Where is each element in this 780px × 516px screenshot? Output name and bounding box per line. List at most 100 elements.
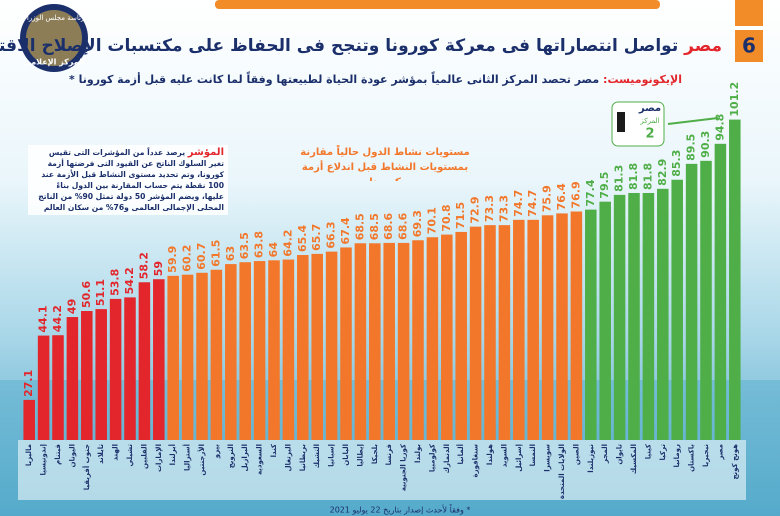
x-tick-label: مصر — [716, 444, 724, 461]
x-tick-label: النمسا — [529, 444, 537, 466]
x-tick-label: اليابان — [342, 444, 350, 466]
value-label: 73.3 — [497, 195, 510, 222]
x-tick-label: الإمارات — [155, 444, 163, 472]
value-label: 81.8 — [627, 163, 640, 190]
value-label: 49 — [65, 299, 78, 314]
value-label: 85.3 — [670, 150, 683, 177]
value-label: 74.7 — [512, 190, 525, 217]
title-text: تواصل انتصاراتها فى معركة كورونا وتنجح ف… — [0, 36, 678, 56]
bar — [628, 192, 640, 440]
bar — [455, 231, 467, 440]
value-label: 68.5 — [368, 213, 381, 240]
bar — [498, 225, 511, 440]
bar — [239, 262, 251, 440]
bar — [369, 243, 381, 440]
value-label: 65.4 — [296, 225, 309, 252]
bar — [469, 226, 482, 440]
bar — [66, 317, 79, 440]
bar — [714, 143, 727, 440]
x-tick-label: تشيلي — [126, 444, 134, 467]
x-tick-label: البرتغال — [284, 444, 292, 472]
x-tick-label: إندونيسيا — [40, 444, 48, 476]
bar — [109, 298, 122, 440]
footnote: * وفقاً لأحدث إصدار بتاريخ 22 يوليو 2021 — [330, 504, 471, 516]
bar — [282, 259, 295, 440]
x-tick-label: السويد — [500, 444, 508, 467]
bar — [613, 194, 626, 440]
x-tick-label: هولندا — [486, 444, 494, 465]
title-highlight: مصر — [683, 36, 722, 56]
x-tick-label: سويسرا — [544, 444, 552, 472]
value-label: 64 — [267, 242, 280, 258]
x-tick-label: نيوزيلندا — [587, 444, 595, 473]
x-tick-label: النرويج — [227, 444, 235, 468]
bar — [426, 237, 439, 440]
chart-title: مستويات نشاط الدول حالياً مقارنة بمستويا… — [300, 147, 470, 181]
bar — [642, 192, 655, 440]
x-tick-label: بولندا — [414, 444, 422, 463]
x-tick-label: كينيا — [644, 443, 652, 459]
value-label: 44.1 — [37, 305, 50, 332]
x-tick-label: أيرلندا — [168, 444, 177, 465]
value-label: 71.5 — [454, 202, 467, 229]
value-label: 68.5 — [353, 213, 366, 240]
value-label: 65.7 — [310, 224, 323, 251]
x-tick-label: رومانيا — [673, 444, 681, 467]
bar — [685, 163, 698, 440]
subtitle-source: الإيكونوميست: — [603, 73, 682, 86]
x-tick-label: إسبانيا — [328, 444, 336, 467]
x-tick-label: التشيك — [313, 444, 321, 468]
value-label: 64.2 — [281, 229, 294, 256]
x-tick-label: إيطاليا — [356, 444, 364, 467]
logo-top: رئاسة مجلس الوزراء — [24, 14, 85, 22]
x-tick-label: ماليزيا — [25, 444, 33, 466]
x-tick-label: بريطانيا — [299, 444, 307, 472]
bar — [585, 209, 597, 440]
value-label: 51.1 — [94, 279, 107, 306]
x-tick-label: باكستان — [688, 444, 696, 472]
value-label: 54.2 — [123, 267, 136, 294]
value-label: 69.3 — [411, 210, 424, 237]
value-label: 79.5 — [598, 172, 611, 199]
bar — [95, 309, 107, 440]
x-tick-label: فرنسا — [385, 444, 393, 466]
x-tick-label: نيجيريا — [702, 444, 710, 467]
x-tick-label: كولومبيا — [428, 443, 436, 472]
bar — [325, 251, 338, 440]
bar — [23, 399, 35, 440]
bar — [181, 274, 194, 440]
bar — [527, 219, 539, 440]
value-label: 89.5 — [685, 134, 698, 161]
bar — [253, 261, 266, 440]
bar — [541, 215, 554, 440]
x-tick-label: تايلاند — [97, 444, 105, 464]
value-label: 59.9 — [166, 246, 179, 273]
note-title: المؤشر — [187, 147, 224, 158]
bar — [81, 311, 93, 440]
x-tick-label: الأرجنتين — [197, 444, 206, 476]
bar — [397, 242, 410, 440]
bar — [167, 275, 179, 440]
value-label: 53.8 — [109, 269, 122, 296]
value-label: 59 — [152, 261, 165, 276]
title: مصر تواصل انتصاراتها فى معركة كورونا وتن… — [0, 36, 722, 56]
number-box — [735, 30, 763, 62]
chart-title-box: مستويات نشاط الدول حالياً مقارنة بمستويا… — [300, 147, 470, 181]
bar — [484, 225, 496, 440]
value-label: 60.2 — [181, 245, 194, 272]
value-label: 77.4 — [584, 179, 597, 206]
value-label: 44.2 — [51, 305, 64, 332]
value-label: 81.8 — [641, 163, 654, 190]
x-tick-label: الدنمارك — [443, 444, 451, 473]
bar — [153, 279, 165, 440]
bar — [729, 119, 741, 440]
bar — [441, 234, 453, 440]
bar — [513, 219, 525, 440]
bar — [354, 243, 367, 440]
x-tick-label: بيرو — [212, 444, 220, 460]
note-box: المؤشر يرصد عدداً من المؤشرات التى تقيس … — [28, 145, 228, 215]
x-tick-label: ألمانيا — [456, 444, 465, 464]
number-tab — [735, 0, 763, 26]
issue-number: 6 — [742, 34, 756, 58]
